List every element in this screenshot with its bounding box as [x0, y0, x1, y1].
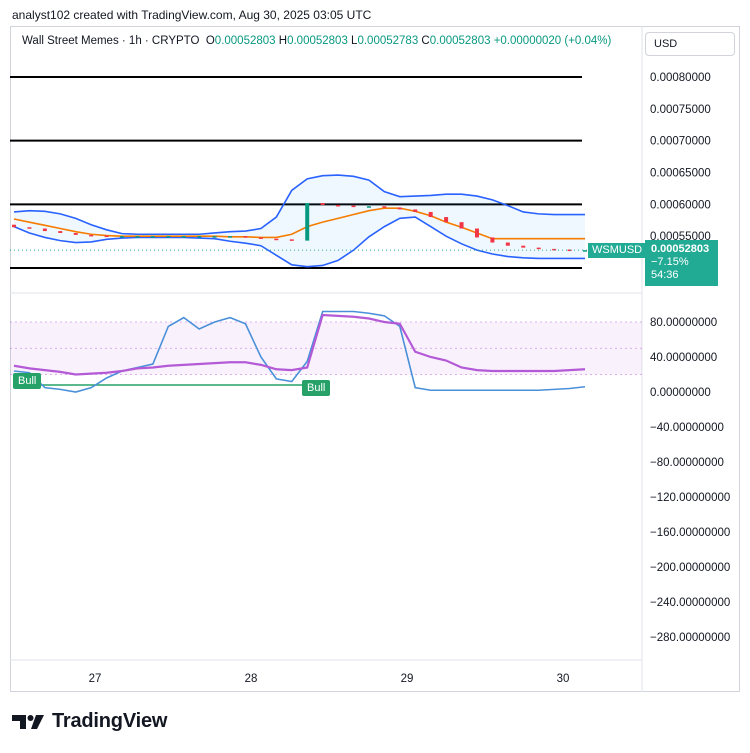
candle: [305, 203, 310, 241]
oscillator-axis-label: −240.00000000: [650, 597, 730, 609]
candle: [397, 207, 402, 210]
candle: [150, 236, 155, 238]
stoch-d-line: [13, 313, 586, 376]
candle: [212, 236, 217, 238]
candle: [120, 236, 125, 238]
close-value: 0.00052803: [429, 35, 491, 47]
candle: [104, 235, 109, 238]
candle: [228, 236, 233, 238]
candle: [459, 222, 464, 229]
bull-divergence-label: Bull: [13, 373, 42, 389]
symbol-label: Wall Street Memes · 1h · CRYPTO: [22, 35, 200, 47]
close-label: C: [421, 35, 430, 47]
candle: [444, 217, 449, 223]
stoch-k-line: [13, 310, 586, 393]
candle: [320, 203, 325, 205]
candle: [166, 236, 171, 238]
price-axis-label: 0.00065000: [650, 168, 711, 180]
oscillator-axis-label: 80.00000000: [650, 317, 717, 329]
change-value: +0.00000020 (+0.04%): [493, 35, 612, 47]
price-axis-label: 0.00070000: [650, 136, 711, 148]
high-value: 0.00052803: [287, 35, 348, 47]
candle: [89, 234, 94, 237]
candle: [474, 228, 479, 238]
candle: [197, 236, 202, 238]
candle: [490, 237, 495, 243]
chart-header: analyst102 created with TradingView.com,…: [12, 8, 372, 22]
candle: [336, 204, 341, 207]
bull-divergence-label: Bull: [302, 380, 331, 396]
candle: [12, 224, 16, 228]
bollinger-upper-band: [13, 174, 585, 236]
currency-button[interactable]: USD: [645, 32, 735, 56]
last-price: 0.00052803: [651, 243, 710, 255]
candle: [58, 231, 63, 233]
candle: [567, 249, 572, 252]
oscillator-axis-label: −280.00000000: [650, 632, 730, 644]
candle: [243, 236, 248, 238]
oscillator-axis-label: −120.00000000: [650, 492, 730, 504]
bollinger-lower-band: [13, 216, 585, 268]
candle: [73, 232, 78, 235]
candle: [413, 209, 418, 212]
candle: [366, 206, 371, 208]
tradingview-brand[interactable]: TradingView: [12, 710, 167, 733]
open-label: O: [205, 35, 215, 47]
low-label: L: [351, 35, 358, 47]
time-axis-label: 27: [89, 673, 102, 685]
bollinger-middle-band: [13, 207, 585, 240]
open-value: 0.00052803: [214, 35, 276, 47]
candle: [258, 237, 263, 239]
candle: [583, 250, 587, 252]
brand-name: TradingView: [52, 710, 168, 732]
oscillator-axis-label: −200.00000000: [650, 562, 730, 574]
oscillator-axis-label: 0.00000000: [650, 387, 711, 399]
candle: [428, 211, 433, 218]
oscillator-axis-label: −160.00000000: [650, 527, 730, 539]
high-label: H: [278, 35, 288, 47]
change-percent: −7.15%: [651, 256, 689, 268]
price-axis-label: 0.00060000: [650, 199, 711, 211]
candle: [505, 242, 510, 246]
time-axis-label: 28: [245, 673, 258, 685]
oscillator-axis-label: 40.00000000: [650, 352, 717, 364]
candle: [135, 236, 140, 238]
symbol-price-tag: WSMUSD: [588, 243, 647, 258]
candle: [521, 245, 526, 248]
symbol-legend: Wall Street Memes · 1h · CRYPTO O0.00052…: [22, 35, 611, 47]
candle: [274, 238, 279, 241]
candle: [536, 247, 541, 250]
tradingview-logo-icon: [12, 714, 44, 729]
bar-countdown: 54:36: [651, 269, 679, 281]
last-price-tag: 0.00052803 −7.15% 54:36: [645, 240, 718, 286]
candle: [382, 206, 387, 208]
chart-frame: [10, 26, 740, 692]
candle: [351, 205, 356, 208]
candle: [552, 248, 557, 251]
time-axis-label: 30: [557, 673, 570, 685]
candle: [27, 227, 32, 229]
oscillator-axis-label: −80.00000000: [650, 457, 724, 469]
low-value: 0.00052783: [357, 35, 419, 47]
candle: [181, 236, 186, 238]
candle: [289, 239, 294, 241]
price-axis-label: 0.00080000: [650, 72, 711, 84]
candle: [42, 228, 47, 232]
bollinger-fill: [14, 175, 585, 267]
price-axis-label: 0.00075000: [650, 104, 711, 116]
time-axis-label: 29: [401, 673, 414, 685]
oscillator-axis-label: −40.00000000: [650, 422, 724, 434]
